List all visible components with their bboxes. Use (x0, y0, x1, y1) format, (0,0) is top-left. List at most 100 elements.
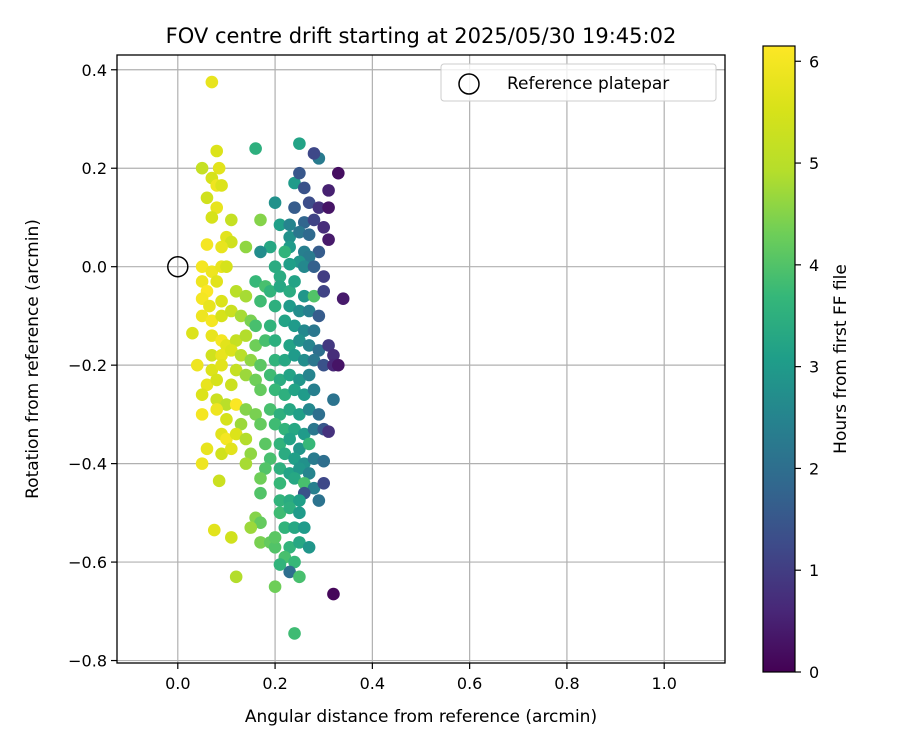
scatter-point (278, 422, 292, 436)
scatter-point (215, 294, 228, 308)
scatter-point (297, 324, 311, 337)
scatter-point (244, 353, 258, 367)
scatter-point (297, 353, 311, 367)
scatter-point (225, 304, 238, 318)
scatter-point (220, 398, 233, 411)
scatter-point (288, 555, 301, 569)
scatter-point (297, 427, 311, 441)
scatter-point (239, 368, 253, 382)
scatter-point (288, 472, 301, 485)
scatter-point (336, 292, 350, 305)
scatter-point (215, 349, 228, 362)
scatter-point (273, 558, 287, 571)
scatter-point (312, 408, 326, 421)
scatter-point (312, 344, 326, 357)
scatter-point (229, 363, 243, 377)
scatter-point (317, 358, 331, 372)
scatter-point (283, 565, 296, 579)
scatter-point (200, 238, 214, 251)
scatter-point (239, 403, 253, 416)
x-tick-label: 0.6 (457, 674, 482, 693)
x-tick-label: 0.4 (360, 674, 385, 693)
scatter-point (302, 250, 316, 264)
scatter-point (210, 144, 224, 158)
x-tick-label: 0.8 (554, 674, 579, 693)
scatter-point (215, 309, 228, 323)
scatter-point (278, 245, 292, 259)
scatter-point (293, 506, 306, 520)
scatter-point (205, 314, 219, 328)
scatter-point (195, 457, 209, 470)
scatter-point (268, 353, 282, 367)
scatter-point (283, 368, 296, 382)
scatter-point (249, 275, 262, 288)
scatter-point (297, 388, 311, 401)
scatter-point (302, 304, 316, 318)
scatter-point (293, 225, 306, 239)
scatter-point (297, 216, 311, 229)
scatter-point (288, 349, 301, 362)
scatter-point (205, 265, 219, 278)
scatter-point (254, 245, 267, 259)
chart-title: FOV centre drift starting at 2025/05/30 … (166, 24, 677, 48)
scatter-point (215, 179, 228, 192)
scatter-point (278, 521, 292, 534)
scatter-point (312, 245, 326, 259)
scatter-point (210, 403, 224, 416)
y-tick-label: 0.4 (82, 61, 107, 80)
scatter-point (322, 201, 335, 214)
scatter-point (288, 383, 301, 397)
scatter-point (249, 142, 262, 155)
scatter-point (312, 494, 326, 507)
scatter-point (283, 339, 296, 352)
scatter-point (288, 319, 301, 333)
scatter-point (307, 324, 321, 337)
scatter-point (317, 221, 331, 234)
scatter-point (322, 425, 335, 438)
scatter-point (302, 541, 316, 554)
x-axis-ticks: 0.0 0.2 0.4 0.6 0.8 1.0 (165, 663, 677, 693)
y-axis-label: Rotation from reference (arcmin) (23, 219, 43, 499)
scatter-point (225, 235, 238, 249)
scatter-point (322, 184, 335, 197)
scatter-point (210, 373, 224, 387)
scatter-point (327, 587, 340, 601)
scatter-point (239, 457, 253, 470)
scatter-point (283, 432, 296, 446)
scatter-point (239, 240, 253, 254)
scatter-point (210, 201, 224, 214)
scatter-point (254, 213, 267, 227)
colorbar-tick-label: 6 (809, 52, 819, 71)
scatter-point (210, 275, 224, 288)
scatter-point (297, 260, 311, 273)
scatter-point (283, 230, 296, 244)
scatter-point (259, 334, 272, 347)
scatter-point (244, 521, 258, 534)
scatter-point (293, 536, 306, 549)
scatter-point (229, 285, 243, 298)
scatter-point (254, 358, 267, 372)
scatter-point (263, 403, 277, 416)
colorbar-ticks: 0 1 2 3 4 5 6 (795, 52, 819, 682)
scatter-point (273, 494, 287, 507)
scatter-point (205, 349, 219, 362)
scatter-point (239, 432, 253, 446)
scatter-point (302, 339, 316, 352)
y-tick-label: −0.6 (68, 553, 107, 572)
scatter-point (254, 383, 267, 397)
scatter-point (288, 201, 301, 214)
scatter-point (302, 403, 316, 416)
scatter-point (254, 417, 267, 431)
scatter-point (263, 319, 277, 333)
scatter-point (288, 176, 301, 190)
scatter-point (234, 309, 248, 323)
scatter-point (322, 339, 335, 352)
scatter-point (332, 358, 345, 372)
scatter-point (259, 462, 272, 475)
scatter-point (254, 516, 267, 529)
scatter-point (229, 334, 243, 347)
colorbar-tick-label: 2 (809, 459, 819, 478)
scatter-point (268, 417, 282, 431)
scatter-point (307, 481, 321, 495)
